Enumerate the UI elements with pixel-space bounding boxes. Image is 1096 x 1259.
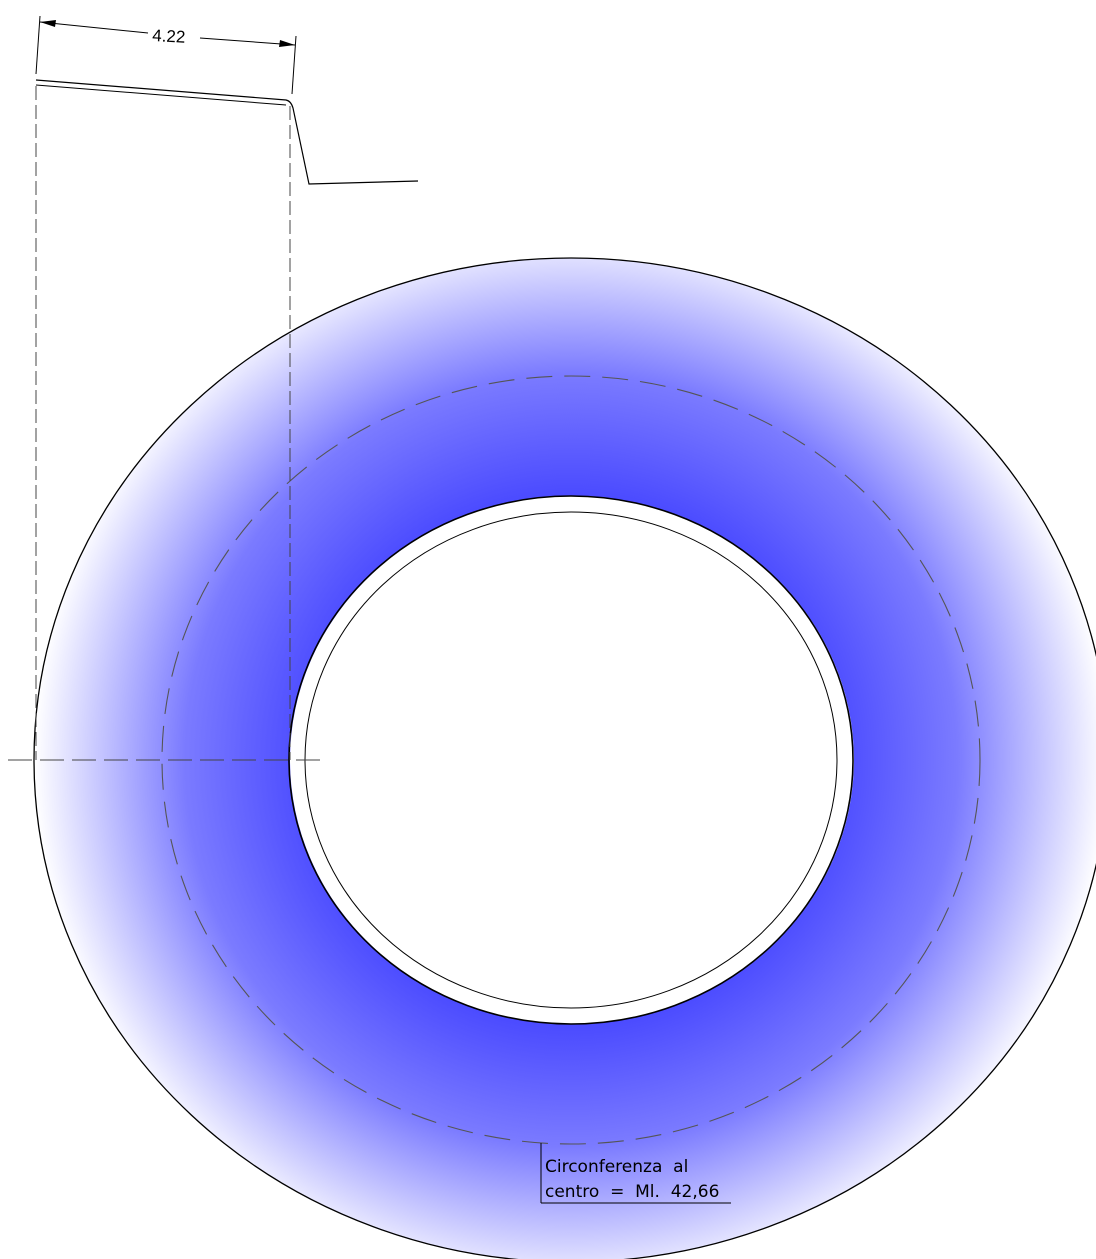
profile-outline bbox=[35, 79, 419, 185]
dimension-line-right bbox=[199, 37, 296, 46]
dimension-value: 4.22 bbox=[152, 26, 186, 47]
profile-inner-outline bbox=[35, 84, 287, 106]
note-line-2: centro = Ml. 42,66 bbox=[545, 1182, 719, 1202]
outer-circle bbox=[33, 257, 1096, 1259]
dimension-arrow-right bbox=[279, 40, 295, 47]
ring-fill bbox=[34, 258, 1096, 1259]
inner-circle bbox=[288, 495, 854, 1025]
dimension-extension-right bbox=[291, 35, 297, 95]
dimension-extension-left bbox=[35, 15, 41, 75]
inner-offset-circle bbox=[304, 511, 838, 1009]
center-dashed-circle bbox=[161, 375, 981, 1145]
dimension-arrow-left bbox=[40, 20, 56, 27]
dimension-line-left bbox=[39, 21, 149, 34]
note-line-1: Circonferenza al bbox=[545, 1157, 688, 1177]
